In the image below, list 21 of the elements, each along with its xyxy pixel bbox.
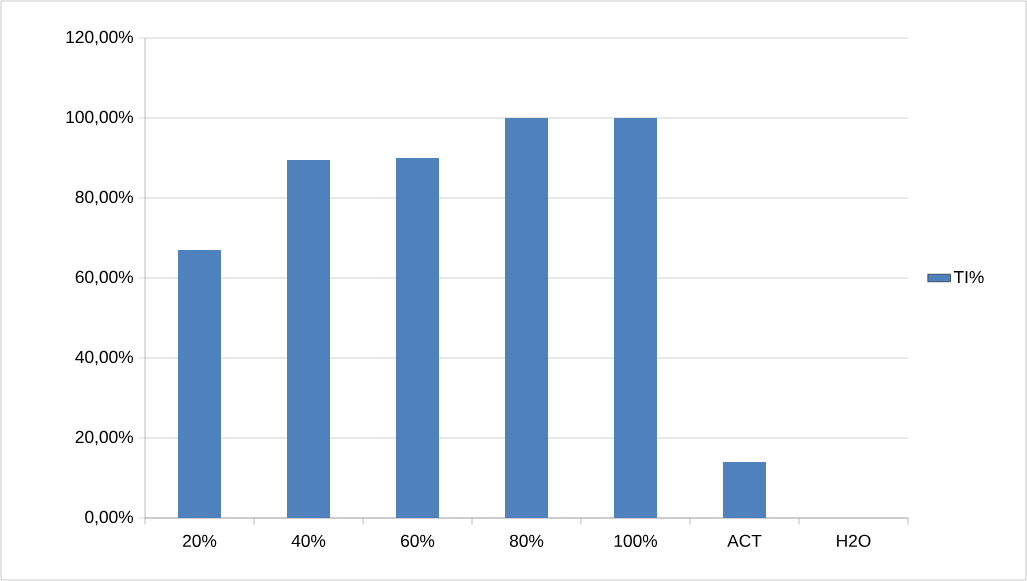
y-tick-label: 40,00% — [75, 350, 134, 366]
y-tick-label: 20,00% — [75, 430, 134, 446]
y-tick-label: 80,00% — [75, 190, 134, 206]
y-tick-label: 60,00% — [75, 270, 134, 286]
x-tick-label: 60% — [401, 534, 435, 547]
legend-label: TI% — [953, 270, 984, 284]
y-tick-label: 100,00% — [66, 110, 134, 126]
x-tick-label: 40% — [291, 534, 326, 547]
bar — [287, 159, 331, 518]
y-tick-label: 0,00% — [85, 510, 134, 526]
x-tick-label: ACT — [727, 534, 762, 547]
bar — [396, 157, 439, 518]
x-tick-label: 100% — [614, 534, 658, 547]
x-tick-label: 20% — [183, 534, 217, 547]
bar — [723, 461, 766, 518]
bar — [614, 117, 657, 518]
bar — [505, 117, 548, 518]
x-tick-label: 80% — [509, 534, 544, 547]
y-tick-label: 120,00% — [66, 30, 134, 46]
x-tick-label: H2O — [837, 534, 871, 547]
bar — [178, 249, 222, 518]
